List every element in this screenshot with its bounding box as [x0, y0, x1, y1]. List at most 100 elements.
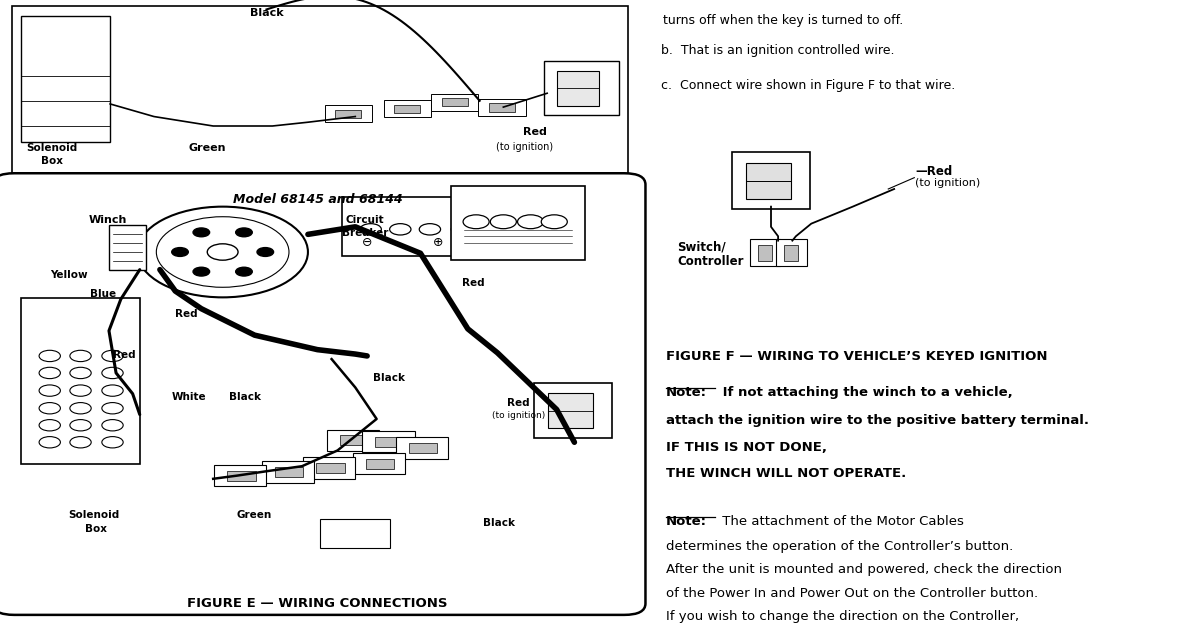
FancyBboxPatch shape: [0, 173, 646, 615]
Text: (to ignition): (to ignition): [916, 178, 980, 188]
FancyBboxPatch shape: [326, 430, 379, 451]
Text: determines the operation of the Controller’s button.: determines the operation of the Controll…: [666, 540, 1013, 553]
Text: attach the ignition wire to the positive battery terminal.: attach the ignition wire to the positive…: [666, 414, 1088, 427]
Text: Black: Black: [373, 373, 406, 383]
Circle shape: [40, 350, 60, 362]
FancyBboxPatch shape: [353, 453, 406, 474]
FancyBboxPatch shape: [215, 465, 266, 486]
FancyBboxPatch shape: [366, 459, 395, 469]
FancyBboxPatch shape: [408, 443, 437, 453]
Text: White: White: [172, 392, 206, 402]
Text: Blue: Blue: [90, 289, 116, 299]
Circle shape: [102, 385, 124, 396]
Text: Note:: Note:: [666, 386, 707, 399]
FancyBboxPatch shape: [746, 163, 791, 199]
Circle shape: [40, 367, 60, 379]
FancyBboxPatch shape: [750, 239, 780, 266]
Text: Red: Red: [523, 127, 547, 137]
Text: Red: Red: [462, 278, 485, 289]
Text: Controller: Controller: [678, 255, 744, 268]
FancyBboxPatch shape: [775, 239, 806, 266]
FancyBboxPatch shape: [12, 6, 628, 176]
Circle shape: [102, 403, 124, 414]
Text: FIGURE F — WIRING TO VEHICLE’S KEYED IGNITION: FIGURE F — WIRING TO VEHICLE’S KEYED IGN…: [666, 350, 1048, 363]
Text: If you wish to change the direction on the Controller,: If you wish to change the direction on t…: [666, 610, 1019, 623]
Text: Black: Black: [228, 392, 260, 402]
FancyBboxPatch shape: [22, 298, 139, 464]
FancyBboxPatch shape: [431, 94, 479, 111]
Circle shape: [208, 244, 238, 260]
FancyBboxPatch shape: [304, 457, 355, 479]
Text: If not attaching the winch to a vehicle,: If not attaching the winch to a vehicle,: [718, 386, 1013, 399]
Circle shape: [70, 420, 91, 431]
FancyBboxPatch shape: [335, 110, 361, 118]
Text: Box: Box: [42, 156, 64, 166]
Circle shape: [235, 228, 252, 237]
Circle shape: [360, 224, 382, 235]
Circle shape: [451, 224, 473, 235]
Circle shape: [419, 224, 440, 235]
Circle shape: [193, 228, 210, 237]
Circle shape: [517, 215, 544, 229]
Circle shape: [463, 215, 490, 229]
Text: of the Power In and Power Out on the Controller button.: of the Power In and Power Out on the Con…: [666, 587, 1038, 600]
Circle shape: [40, 437, 60, 448]
Text: Yellow: Yellow: [49, 270, 88, 280]
Text: Black: Black: [484, 518, 515, 528]
Circle shape: [257, 248, 274, 256]
FancyBboxPatch shape: [784, 245, 798, 261]
Circle shape: [541, 215, 568, 229]
Text: Red: Red: [175, 309, 198, 319]
Circle shape: [491, 215, 516, 229]
FancyBboxPatch shape: [275, 467, 304, 477]
Text: turns off when the key is turned to off.: turns off when the key is turned to off.: [664, 14, 904, 27]
Circle shape: [70, 350, 91, 362]
Text: ⊕: ⊕: [433, 236, 444, 249]
FancyBboxPatch shape: [317, 463, 344, 473]
Text: —Red: —Red: [916, 165, 953, 178]
Circle shape: [70, 385, 91, 396]
FancyBboxPatch shape: [442, 98, 468, 106]
FancyBboxPatch shape: [319, 519, 390, 548]
FancyBboxPatch shape: [384, 100, 431, 117]
Text: After the unit is mounted and powered, check the direction: After the unit is mounted and powered, c…: [666, 563, 1062, 576]
Circle shape: [102, 420, 124, 431]
Circle shape: [40, 385, 60, 396]
Circle shape: [172, 248, 188, 256]
Text: c.  Connect wire shown in Figure F to that wire.: c. Connect wire shown in Figure F to tha…: [661, 79, 955, 92]
FancyBboxPatch shape: [22, 16, 110, 142]
FancyBboxPatch shape: [324, 105, 372, 122]
Circle shape: [102, 350, 124, 362]
Text: Box: Box: [85, 524, 107, 534]
Text: Black: Black: [250, 8, 283, 18]
FancyBboxPatch shape: [758, 245, 772, 261]
FancyBboxPatch shape: [376, 437, 404, 447]
FancyBboxPatch shape: [340, 435, 368, 445]
FancyBboxPatch shape: [557, 71, 599, 106]
Circle shape: [70, 403, 91, 414]
Circle shape: [102, 437, 124, 448]
FancyBboxPatch shape: [534, 383, 612, 438]
Text: THE WINCH WILL NOT OPERATE.: THE WINCH WILL NOT OPERATE.: [666, 467, 906, 481]
Text: ⊖: ⊖: [362, 236, 372, 249]
FancyBboxPatch shape: [490, 103, 515, 112]
FancyBboxPatch shape: [109, 225, 145, 270]
FancyBboxPatch shape: [396, 437, 448, 459]
FancyBboxPatch shape: [342, 197, 499, 256]
FancyBboxPatch shape: [732, 152, 810, 209]
Text: Circuit: Circuit: [346, 215, 384, 226]
Text: Green: Green: [236, 510, 272, 520]
FancyBboxPatch shape: [395, 105, 420, 113]
Circle shape: [193, 267, 210, 276]
FancyBboxPatch shape: [544, 61, 619, 115]
Circle shape: [40, 403, 60, 414]
Text: Green: Green: [188, 143, 226, 153]
Text: Note:: Note:: [666, 515, 707, 528]
Text: Winch: Winch: [89, 215, 127, 226]
Circle shape: [137, 207, 308, 297]
Text: Breaker: Breaker: [342, 228, 388, 238]
Circle shape: [70, 437, 91, 448]
Circle shape: [70, 367, 91, 379]
Text: The attachment of the Motor Cables: The attachment of the Motor Cables: [718, 515, 964, 528]
Circle shape: [102, 367, 124, 379]
